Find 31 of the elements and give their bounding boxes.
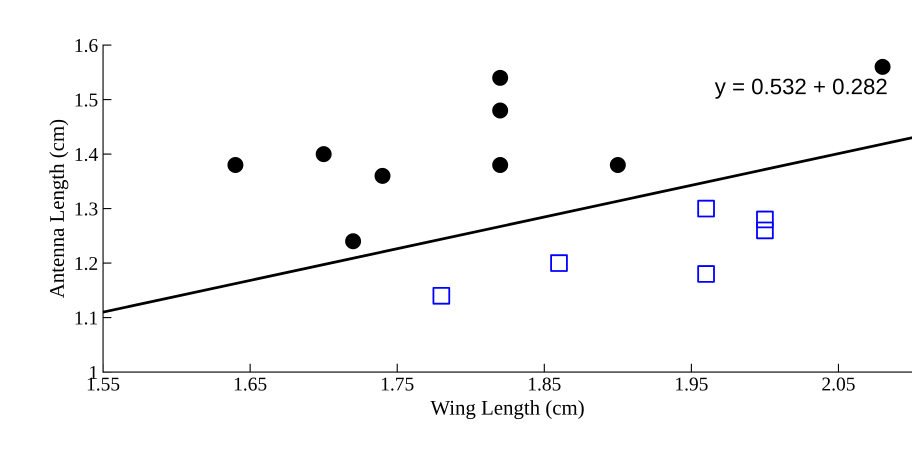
point: [874, 58, 891, 75]
annotation: y = 0.532 + 0.282: [714, 78, 887, 99]
x-tick-label: 1.75: [382, 378, 414, 391]
y-tick-label: 1: [90, 366, 98, 379]
y-tick-label: 1.6: [76, 38, 98, 52]
y-tick-label: 1.1: [76, 311, 98, 325]
point: [227, 157, 244, 173]
point: [756, 222, 774, 240]
point: [432, 286, 450, 305]
point: [697, 265, 715, 283]
y-tick-label: 1.4: [76, 148, 98, 162]
x-tick-label: 1.85: [528, 378, 561, 391]
x-tick-label: 1.65: [234, 378, 266, 391]
point: [756, 210, 774, 228]
point: [492, 102, 508, 118]
x-tick-label: 1.55: [88, 378, 120, 391]
point: [492, 157, 508, 173]
x-tick-label: 1.95: [676, 378, 708, 391]
point: [316, 146, 332, 162]
y-axis-title: Antenna Length (cm): [49, 120, 68, 298]
point: [345, 233, 362, 250]
point: [697, 200, 715, 218]
x-tick-label: 2.05: [822, 378, 855, 391]
y-tick-label: 1.2: [76, 256, 98, 270]
y-tick-label: 1.3: [76, 202, 98, 216]
x-axis-title: Wing Length (cm): [430, 400, 584, 420]
y-tick-label: 1.5: [76, 94, 98, 107]
point: [374, 168, 390, 184]
point: [550, 254, 568, 272]
point: [610, 157, 626, 173]
point: [492, 70, 508, 86]
